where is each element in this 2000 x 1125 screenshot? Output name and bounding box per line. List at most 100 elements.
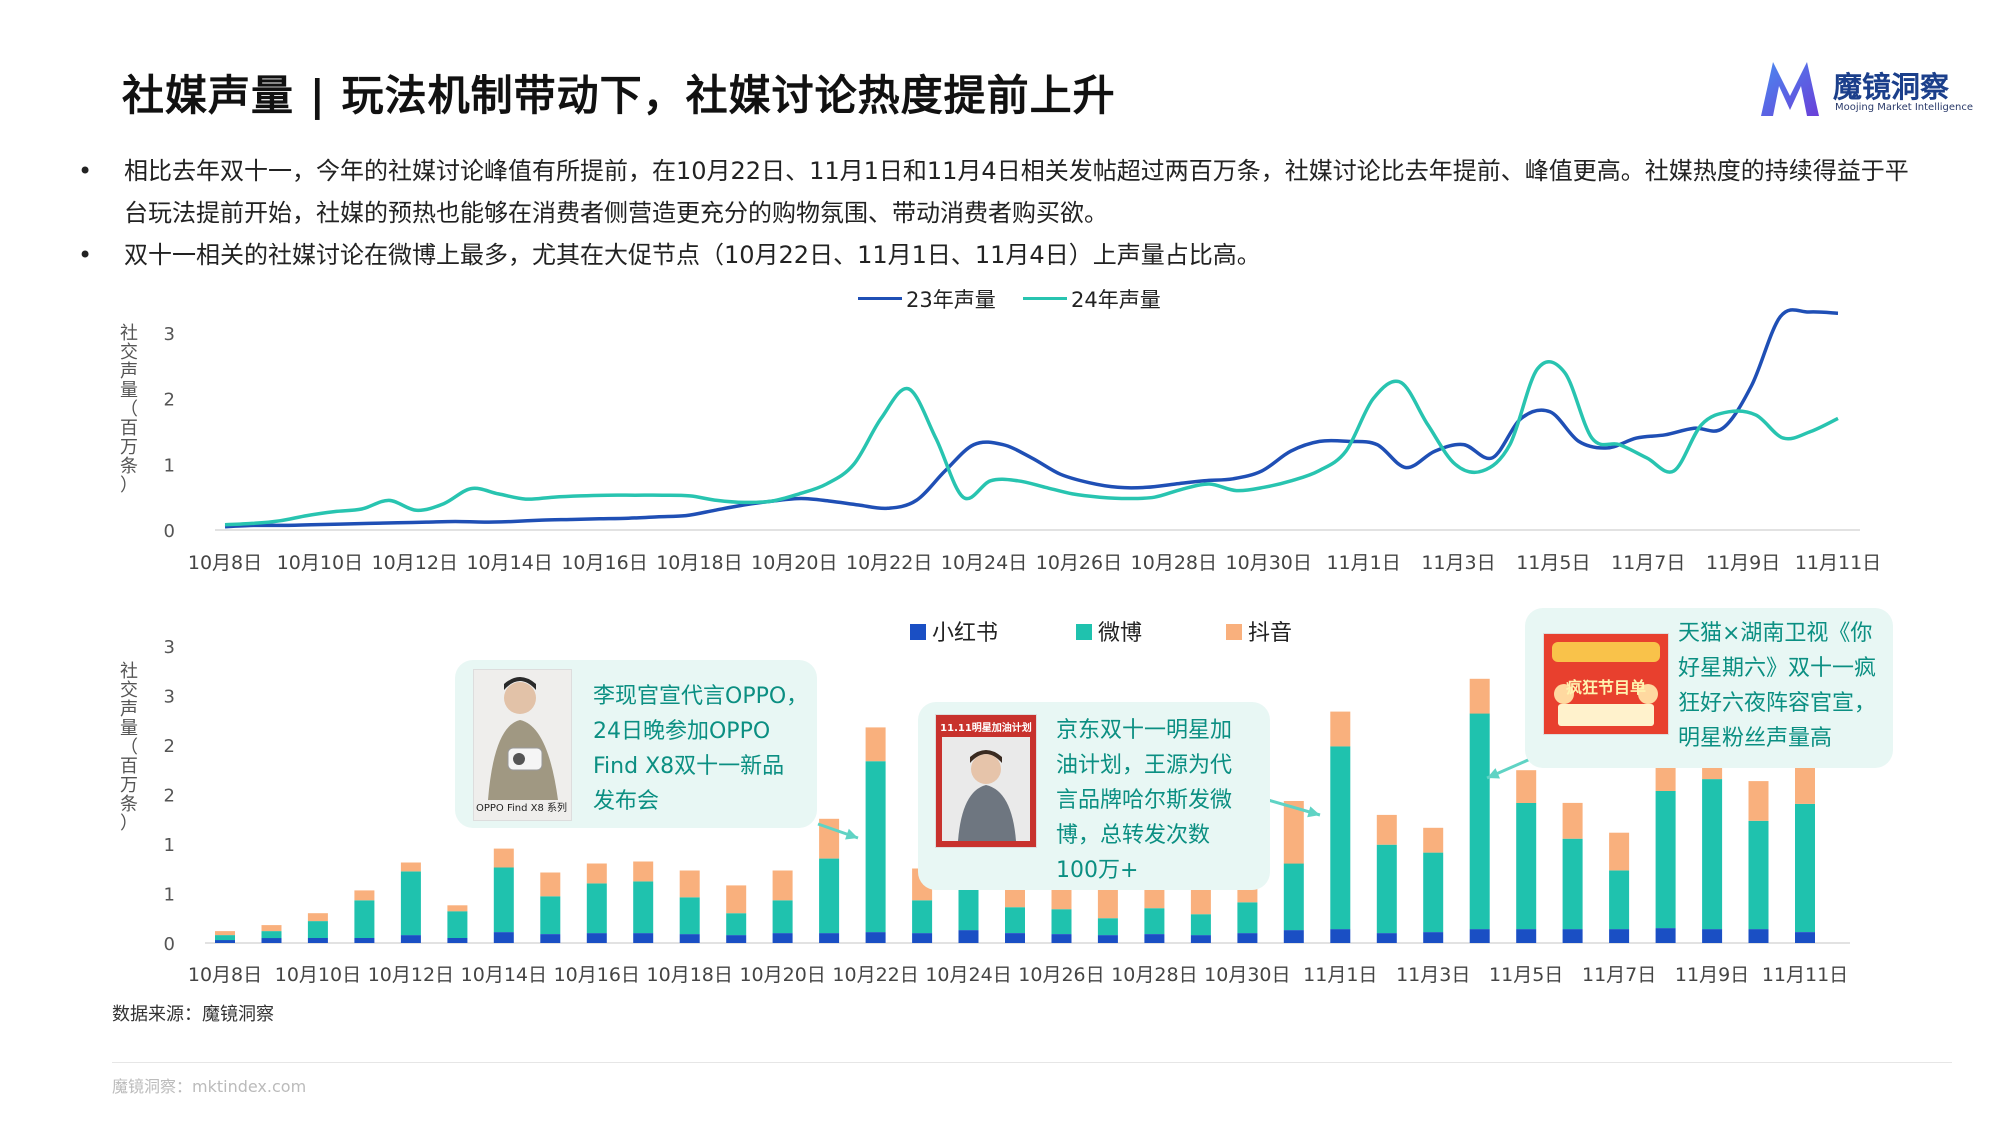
- bar-chart-y-tick: 3: [164, 687, 175, 708]
- bar-segment-weibo: [1144, 908, 1165, 934]
- bar-segment-xiaohongshu: [307, 938, 328, 943]
- bar-segment-xiaohongshu: [354, 938, 375, 943]
- bar-segment-weibo: [1609, 870, 1630, 930]
- bar-segment-xiaohongshu: [1097, 935, 1118, 943]
- bar-segment-xiaohongshu: [1655, 928, 1676, 943]
- legend-item-24: 24年声量: [1023, 284, 1161, 314]
- bar-segment-weibo: [958, 879, 979, 931]
- bar-segment-weibo: [493, 867, 514, 933]
- bar-chart-y-tick: 3: [164, 637, 175, 658]
- bar-segment-weibo: [1516, 802, 1537, 930]
- bar-chart-x-tick: 10月18日: [647, 964, 733, 986]
- bar-segment-xiaohongshu: [1144, 934, 1165, 943]
- bar-segment-weibo: [307, 921, 328, 938]
- data-source: 数据来源：魔镜洞察: [112, 1004, 274, 1025]
- bar-segment-douyin: [215, 931, 235, 936]
- logo-m-icon: [1761, 62, 1819, 116]
- bar-chart-x-tick: 10月24日: [925, 964, 1011, 986]
- bar-chart-x-tick: 11月7日: [1582, 964, 1656, 986]
- person-photo-icon: [474, 670, 571, 820]
- line-chart-x-tick: 10月24日: [941, 552, 1027, 574]
- bar-segment-weibo: [679, 897, 700, 935]
- bar-segment-xiaohongshu: [1748, 929, 1769, 943]
- bar-segment-weibo: [1051, 909, 1072, 934]
- bar-chart-x-tick: 10月22日: [832, 964, 918, 986]
- bar-segment-weibo: [1376, 844, 1397, 934]
- person-photo-icon: [942, 737, 1030, 841]
- bar-segment-xiaohongshu: [679, 934, 700, 943]
- bar-segment-douyin: [540, 872, 561, 897]
- bar-segment-xiaohongshu: [819, 933, 840, 943]
- tmall-program-image: 疯狂节目单: [1543, 633, 1669, 735]
- bar-segment-weibo: [1423, 852, 1444, 933]
- bar-chart-y-tick: 2: [164, 786, 175, 807]
- bar-chart-y-tick: 2: [164, 736, 175, 757]
- bar-segment-weibo: [1330, 746, 1351, 930]
- line-chart-x-tick: 11月9日: [1706, 552, 1780, 574]
- bar-segment-weibo: [1795, 803, 1815, 932]
- bar-chart-x-tick: 10月28日: [1111, 964, 1197, 986]
- line-chart-x-tick: 10月20日: [751, 552, 837, 574]
- line-chart-x-tick: 10月18日: [656, 552, 742, 574]
- legend-swatch-xhs: [910, 624, 926, 640]
- logo-subtitle: Moojing Market Intelligence: [1835, 102, 1974, 113]
- footer-text: 魔镜洞察：mktindex.com: [112, 1077, 307, 1096]
- bar-segment-xiaohongshu: [493, 932, 514, 943]
- bar-segment-weibo: [261, 931, 282, 939]
- bar-segment-xiaohongshu: [1051, 934, 1072, 943]
- bar-chart-x-tick: 10月26日: [1018, 964, 1104, 986]
- bar-segment-weibo: [540, 896, 561, 934]
- bar-segment-weibo: [1237, 902, 1258, 934]
- bar-segment-weibo: [1748, 820, 1769, 930]
- bar-segment-douyin: [1097, 886, 1118, 919]
- bar-segment-douyin: [307, 913, 328, 922]
- bar-segment-xiaohongshu: [633, 933, 654, 943]
- bar-segment-weibo: [1562, 838, 1583, 930]
- jd-star-plan-image: 11.11明星加油计划: [935, 714, 1037, 848]
- annotation-arrow-1-head: [845, 828, 858, 840]
- bar-segment-weibo: [726, 913, 747, 936]
- bullet-item-2: 双十一相关的社媒讨论在微博上最多，尤其在大促节点（10月22日、11月1日、11…: [76, 234, 1926, 276]
- bar-segment-xiaohongshu: [400, 935, 421, 943]
- bar-chart-x-tick: 11月5日: [1489, 964, 1563, 986]
- bar-segment-douyin: [261, 925, 282, 932]
- bar-segment-xiaohongshu: [1423, 932, 1444, 943]
- line-chart-x-tick: 10月10日: [277, 552, 363, 574]
- bar-segment-weibo: [1190, 914, 1211, 936]
- bar-segment-douyin: [772, 870, 793, 901]
- line-chart-x-tick: 10月16日: [561, 552, 647, 574]
- bar-segment-weibo: [1702, 779, 1723, 930]
- bar-segment-douyin: [1330, 711, 1351, 747]
- annotation-callout-2: 11.11明星加油计划 京东双十一明星加 油计划，王源为代 言品牌哈尔斯发微 博…: [918, 702, 1270, 890]
- line-chart-x-tick: 10月12日: [372, 552, 458, 574]
- annotation-arrow-2-head: [1307, 806, 1320, 818]
- bar-chart-x-tick: 10月20日: [739, 964, 825, 986]
- bar-segment-xiaohongshu: [1237, 933, 1258, 943]
- bar-segment-douyin: [1562, 802, 1583, 839]
- line-chart-y-tick: 0: [164, 521, 175, 542]
- bullet-item-1: 相比去年双十一，今年的社媒讨论峰值有所提前，在10月22日、11月1日和11月4…: [76, 150, 1926, 234]
- bar-segment-douyin: [1748, 781, 1769, 821]
- bar-segment-xiaohongshu: [1795, 932, 1815, 943]
- bar-segment-xiaohongshu: [865, 932, 886, 943]
- bar-segment-weibo: [865, 761, 886, 933]
- bar-segment-douyin: [865, 727, 886, 762]
- bar-segment-xiaohongshu: [215, 940, 235, 943]
- annotation-text-3: 天猫×湖南卫视《你 好星期六》双十一疯 狂好六夜阵容官宣， 明星粉丝声量高: [1678, 621, 1877, 751]
- bar-segment-weibo: [1097, 918, 1118, 936]
- bar-segment-weibo: [354, 900, 375, 938]
- bar-chart-x-tick: 10月30日: [1204, 964, 1290, 986]
- legend-swatch-24: [1023, 296, 1067, 300]
- line-chart-x-tick: 10月26日: [1036, 552, 1122, 574]
- bar-segment-xiaohongshu: [1702, 929, 1723, 943]
- logo-name: 魔镜洞察: [1833, 70, 1950, 104]
- annotation-arrow-3-head: [1487, 768, 1500, 779]
- line-chart-x-tick: 11月5日: [1516, 552, 1590, 574]
- legend-item-23: 23年声量: [858, 284, 996, 314]
- legend-label-23: 23年声量: [906, 288, 996, 312]
- bar-segment-weibo: [447, 911, 468, 938]
- bar-segment-weibo: [819, 858, 840, 934]
- page-title: 社媒声量 | 玩法机制带动下，社媒讨论热度提前上升: [122, 71, 1116, 120]
- bar-segment-weibo: [772, 900, 793, 934]
- logo: 魔镜洞察 Moojing Market Intelligence: [1755, 58, 1973, 128]
